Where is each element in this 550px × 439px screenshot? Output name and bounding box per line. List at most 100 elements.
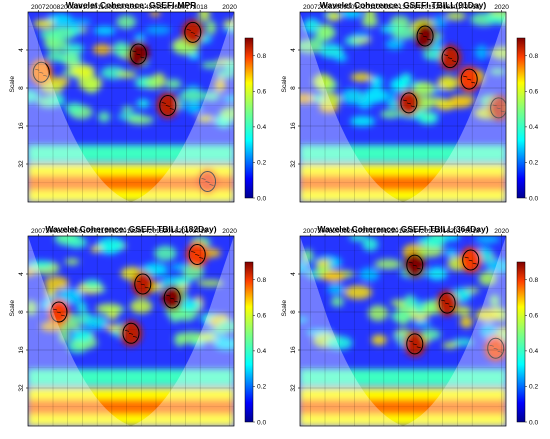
coherence-patch — [326, 336, 353, 350]
y-tick-label: 32 — [290, 384, 297, 392]
colorbar — [244, 37, 254, 199]
coherence-patch — [300, 39, 325, 54]
significance-contour — [460, 68, 478, 90]
colorbar-label: 0.2 — [529, 384, 538, 391]
colorbar-label: 0.0 — [529, 195, 538, 202]
significance-contour — [188, 243, 206, 265]
colorbar-label: 0.6 — [257, 313, 266, 320]
coherence-patch — [488, 12, 506, 16]
low-frequency-band — [300, 369, 506, 387]
chart-panel: Wavelet Coherence: GSEFI-TBILL(364Day)20… — [281, 224, 538, 427]
coherence-patch — [349, 236, 367, 242]
coherence-heatmap — [28, 236, 234, 426]
x-tick-label: 2012 — [377, 4, 392, 11]
coherence-patch — [380, 110, 401, 119]
coherence-patch — [185, 100, 203, 114]
coherence-patch — [203, 91, 220, 102]
x-tick-label: 2018 — [193, 228, 208, 235]
y-axis-label: Scale — [281, 300, 288, 317]
colorbar — [516, 261, 526, 423]
colorbar-label: 0.8 — [257, 277, 266, 284]
coherence-patch — [198, 12, 211, 22]
coherence-patch — [223, 95, 234, 102]
colorbar-label: 0.6 — [529, 313, 538, 320]
coherence-patch — [66, 237, 88, 249]
chart-panel: Wavelet Coherence: GSEFI-TBILL(91Day)200… — [281, 0, 538, 203]
coherence-patch — [165, 79, 182, 89]
coherence-patch — [59, 328, 70, 343]
x-tick-label: 2020 — [222, 228, 237, 235]
y-axis-label: Scale — [9, 76, 16, 93]
y-tick-label: 16 — [290, 346, 297, 354]
coherence-patch — [316, 259, 331, 267]
coherence-patch — [319, 43, 344, 59]
colorbar-label: 0.2 — [257, 384, 266, 391]
coherence-patch — [145, 25, 172, 35]
coherence-patch — [223, 60, 234, 71]
significance-contour — [163, 287, 181, 309]
coherence-patch — [370, 75, 383, 88]
phase-arrow — [418, 32, 424, 35]
phase-arrow — [191, 251, 196, 253]
phase-arrow — [194, 35, 199, 37]
coherence-patch — [84, 315, 108, 330]
coherence-patch — [364, 12, 376, 20]
coherence-patch — [57, 323, 82, 331]
coherence-patch — [478, 271, 497, 286]
phase-arrow — [170, 297, 175, 300]
significance-contour — [462, 249, 480, 271]
y-tick-label: 4 — [18, 48, 25, 52]
phase-arrow — [412, 343, 417, 346]
phase-arrow — [201, 178, 206, 180]
x-tick-label: 2017 — [450, 228, 465, 235]
low-frequency-band — [300, 145, 506, 163]
phase-arrow — [161, 102, 166, 104]
low-frequency-band — [28, 369, 234, 387]
coherence-patch — [300, 261, 310, 274]
plot-frame — [27, 11, 235, 203]
coherence-patch — [28, 300, 38, 316]
phase-arrow — [209, 184, 214, 186]
coherence-patch — [479, 323, 498, 339]
coherence-patch — [390, 299, 408, 307]
significance-contour — [490, 97, 506, 119]
phase-arrow — [441, 299, 446, 302]
cone-of-influence — [28, 12, 234, 202]
coherence-patch — [339, 12, 363, 18]
colorbar-label: 0.0 — [257, 195, 266, 202]
x-tick-label: 2011 — [362, 228, 377, 235]
coherence-patch — [387, 101, 399, 109]
significance-contour — [159, 94, 177, 116]
coherence-patch — [70, 329, 94, 342]
coherence-patch — [390, 77, 407, 92]
phase-arrow — [136, 280, 141, 283]
coherence-patch — [223, 26, 234, 33]
x-tick-label: 2015 — [149, 4, 164, 11]
significance-contour — [441, 47, 459, 69]
phase-arrow — [169, 108, 174, 110]
phase-arrow — [190, 32, 195, 34]
y-tick-label: 4 — [290, 272, 297, 276]
coherence-patch — [149, 12, 161, 17]
coherence-patch — [361, 16, 378, 28]
x-tick-label: 2012 — [105, 4, 120, 11]
coherence-patch — [121, 106, 134, 113]
y-axis-label: Scale — [281, 76, 288, 93]
coherence-patch — [359, 267, 380, 282]
x-tick-label: 2015 — [421, 228, 436, 235]
coherence-patch — [340, 88, 363, 105]
coherence-patch — [83, 279, 102, 290]
colorbar-label: 0.6 — [257, 89, 266, 96]
coherence-patch — [126, 115, 154, 125]
coherence-patch — [396, 329, 411, 336]
phase-arrow — [445, 302, 450, 305]
coherence-patch — [65, 102, 84, 115]
phase-arrow — [444, 54, 449, 56]
coherence-patch — [362, 237, 379, 252]
coherence-patch — [322, 270, 346, 282]
chart-panel: Wavelet Coherence: GSEFI-TBILL(182Day)20… — [9, 224, 266, 427]
phase-arrow — [496, 107, 501, 110]
x-tick-label: 2016 — [163, 4, 178, 11]
significance-contour — [32, 61, 50, 83]
coherence-patch — [364, 87, 388, 104]
